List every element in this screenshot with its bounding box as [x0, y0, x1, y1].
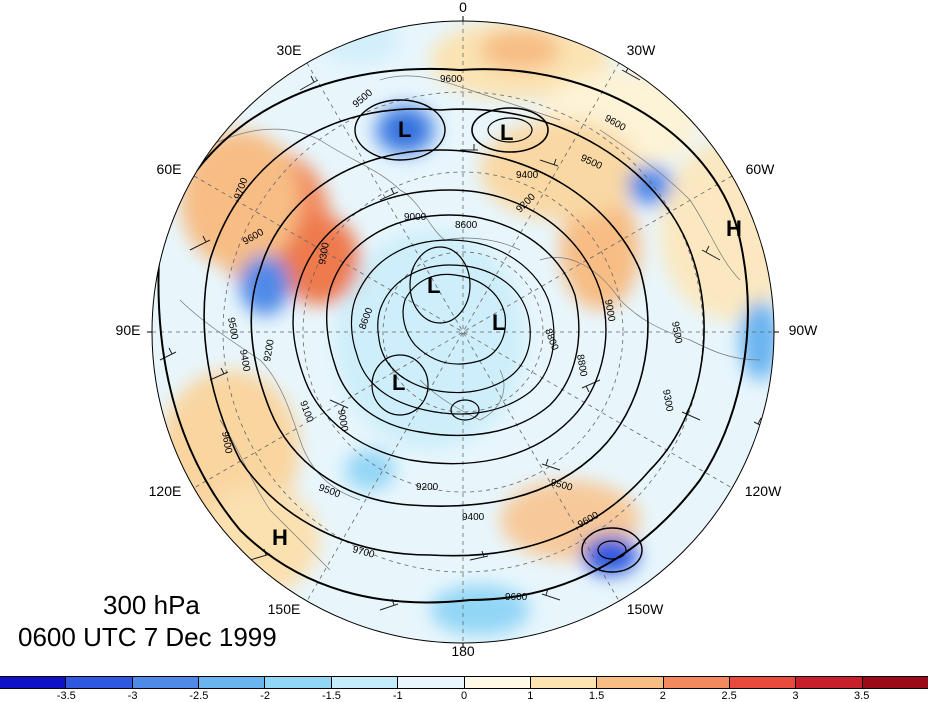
colorbar-segment [331, 677, 399, 688]
longitude-ticks [147, 16, 779, 648]
colorbar-tick-label: 3 [792, 690, 799, 702]
colorbar-tick-label: -2 [260, 690, 271, 702]
colorbar-tick-label: -2.5 [189, 690, 209, 702]
colorbar-tick-label: -1.5 [321, 690, 341, 702]
lon-label-90w: 90W [788, 322, 818, 338]
lon-label-30e: 30E [276, 42, 302, 58]
colorbar-tick-label: 1 [527, 690, 534, 702]
colorbar-tick-label: 3.5 [854, 690, 870, 702]
colorbar-segment [597, 677, 664, 688]
colorbar-segment [464, 677, 531, 688]
colorbar-tick-label: 2.5 [721, 690, 737, 702]
lon-label-120w: 120W [744, 483, 782, 499]
title-valid-time: 0600 UTC 7 Dec 1999 [18, 622, 277, 652]
lon-label-180: 180 [451, 643, 475, 659]
colorbar-segment [199, 677, 266, 688]
lon-label-60e: 60E [156, 161, 182, 177]
colorbar-tick-label: -3.5 [56, 690, 76, 702]
colorbar-segment [796, 677, 863, 688]
lon-label-150w: 150W [626, 601, 664, 617]
lon-label-0: 0 [459, 0, 467, 15]
colorbar-segment [0, 677, 67, 688]
graticule [152, 21, 774, 643]
lon-label-120e: 120E [148, 483, 182, 499]
colorbar-segment [132, 677, 200, 688]
lon-label-30w: 30W [626, 42, 656, 58]
colorbar-segment [862, 677, 928, 688]
lon-label-90e: 90E [115, 322, 141, 338]
lon-label-60w: 60W [745, 161, 775, 177]
height-contours [157, 68, 749, 604]
colorbar-segment [398, 677, 465, 688]
map-disc [152, 21, 774, 643]
title-pressure-level: 300 hPa [103, 590, 200, 620]
colorbar-tick-label: 1.5 [588, 690, 605, 702]
colorbar-segment [663, 677, 730, 688]
colorbar [0, 676, 928, 689]
colorbar-segment [729, 677, 797, 688]
coastlines [179, 75, 761, 571]
colorbar-tick-label: -3 [127, 690, 138, 702]
colorbar-tick-label: -1 [392, 690, 403, 702]
colorbar-segment [530, 677, 598, 688]
lon-label-150e: 150E [267, 601, 301, 617]
colorbar-tick-label: 0 [460, 690, 468, 702]
colorbar-segment [265, 677, 332, 688]
colorbar-segment [66, 677, 133, 688]
colorbar-tick-label: 2 [659, 690, 666, 702]
